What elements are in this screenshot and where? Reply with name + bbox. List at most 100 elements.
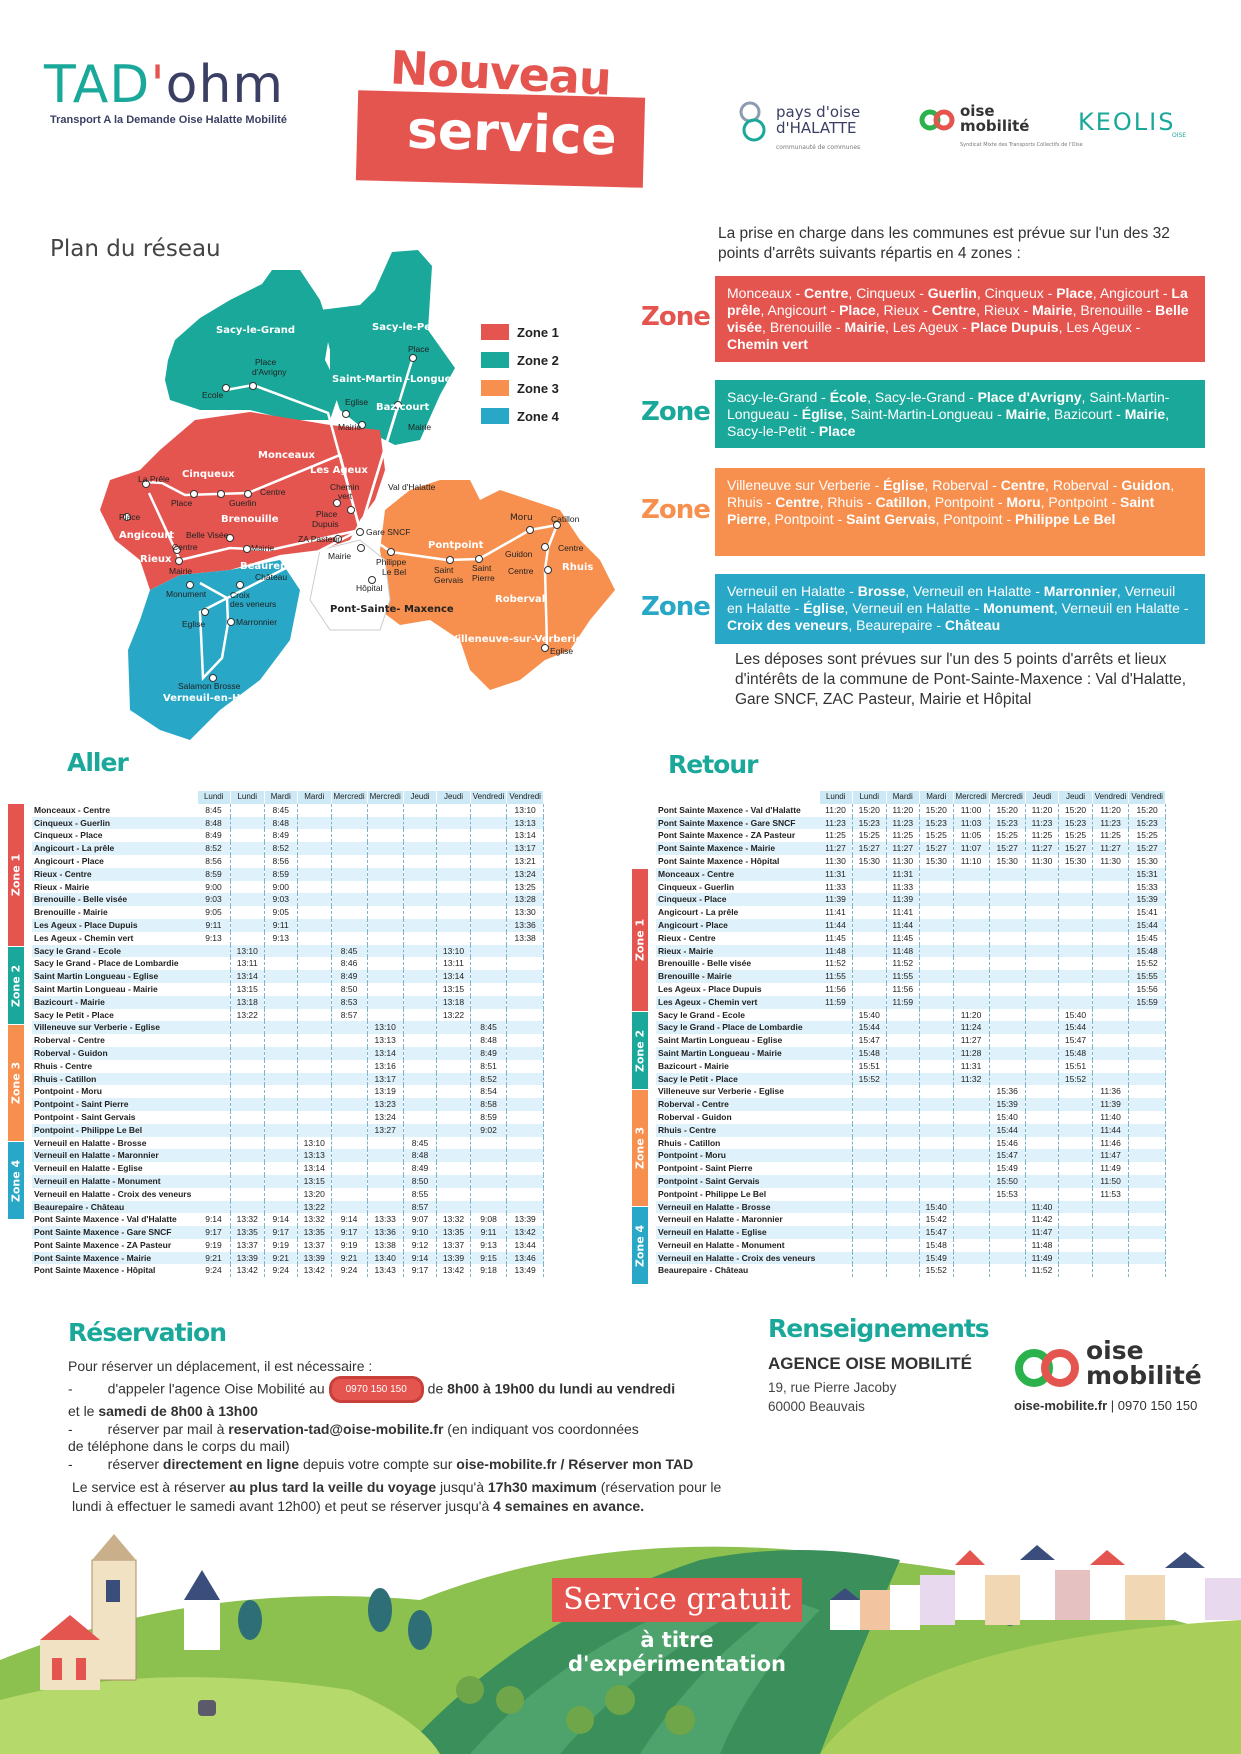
stop-name: Cinqueux - Place [34,830,103,841]
time-cell [1058,944,1093,958]
time-cell [953,995,990,1009]
table-row: Roberval - Guidon 15:40 11:40 [656,1110,1166,1124]
time-cell [1128,1008,1166,1022]
time-cell: 15:36 [989,1085,1026,1099]
time-cell [470,854,508,868]
svg-text:Philippe: Philippe [376,557,407,567]
stop-name: Rieux - Mairie [656,944,819,958]
stop-name: Les Ageux - Chemin vert [34,932,134,943]
time-cell: 8:50 [331,982,368,996]
time-cell: 11:20 [953,1008,990,1022]
time-cell [436,1098,471,1111]
time-cell [506,1034,544,1047]
table-row: Brenouille - Mairie 9:05 9:05 13:30 [32,906,544,919]
table-row: Bazicourt - Mairie 13:18 8:53 13:18 [32,995,544,1009]
time-cell [297,803,332,817]
service-gratuit-banner: Service gratuit [552,1578,802,1622]
svg-text:Catillon: Catillon [551,514,580,524]
time-cell: 11:52 [819,957,853,971]
time-cell [919,906,954,919]
time-cell [297,1008,332,1022]
time-cell: 13:14 [367,1046,404,1060]
time-cell [367,816,404,830]
time-cell [989,918,1026,932]
time-cell: 11:23 [886,816,920,830]
table-row: Verneuil en Halatte - Maronnier 15:42 11:4… [656,1213,1166,1227]
time-cell: 9:12 [403,1238,438,1252]
time-cell: 13:24 [367,1110,404,1124]
website-link[interactable]: oise-mobilite.fr [1014,1398,1108,1413]
stop-commune: Pontpoint [943,511,1003,527]
stop-point: Moru [1006,494,1041,510]
time-cell [264,944,298,958]
time-cell: 11:30 [1025,854,1060,868]
time-cell: 13:32 [436,1213,471,1227]
time-cell [1058,1251,1093,1265]
time-cell [297,906,332,919]
time-cell: 11:20 [819,803,853,817]
time-cell: 13:39 [230,1251,265,1265]
time-cell [819,1123,853,1137]
stop-commune: Sacy-le-Grand [874,389,966,405]
time-cell [470,829,508,843]
commune-label: Verneuil-en-Halatte [163,693,274,704]
time-cell [197,1072,231,1086]
time-cell: 13:42 [506,1226,544,1239]
time-cell [989,1059,1026,1073]
time-cell [1025,1021,1060,1035]
stop-point: Philippe Le Bel [1015,511,1116,527]
time-cell: 15:25 [919,829,954,843]
svg-text:vert: vert [338,491,353,501]
time-cell [470,906,508,919]
svg-text:Place: Place [255,357,277,367]
time-cell [403,842,438,855]
time-cell [919,1085,954,1099]
time-cell: 9:14 [264,1213,298,1227]
network-map: Sacy-le-Grand Sacy-le-Petit Saint-Martin… [100,250,615,740]
time-cell [953,1149,990,1163]
stop-name: Saint Martin Longueau - Mairie [656,1046,819,1060]
time-cell: 15:46 [989,1136,1026,1150]
stop-name: Pont Sainte Maxence - Gare SNCF [656,816,819,830]
stop-point: Place [839,302,876,318]
time-cell [1128,1034,1166,1047]
time-cell [264,1085,298,1099]
time-cell [264,957,298,971]
aller-timetable: Lundi Lundi Mardi Mardi Mercredi Mercredi Jeud… [32,791,544,1278]
time-cell: 15:48 [1058,1046,1093,1060]
stop-commune: Brenouille [1080,302,1143,318]
time-cell: 11:53 [1092,1187,1130,1201]
time-cell [953,1213,990,1227]
time-cell [403,931,438,945]
time-cell [1058,995,1093,1009]
pays-logo-icon [739,101,766,142]
time-cell [1128,1059,1166,1073]
time-cell: 13:37 [297,1238,332,1252]
time-cell [367,970,404,983]
time-cell: 11:27 [886,842,920,855]
time-cell [197,1008,231,1022]
time-cell [1025,982,1060,996]
time-cell [436,854,471,868]
table-row: Pontpoint - Moru 15:47 11:47 [656,1149,1166,1163]
table-row: Sacy le Petit - Place 15:52 11:32 15:52 [656,1072,1166,1086]
time-cell [230,1123,265,1137]
time-cell: 9:11 [264,918,298,932]
time-cell: 11:23 [1092,816,1130,830]
zone-band: Zone 4 [632,1207,648,1285]
table-row: Sacy le Grand - Ecole 15:40 11:20 15:40 [656,1008,1166,1022]
time-cell: 11:10 [953,854,990,868]
phone-badge[interactable]: 0970 150 150 [328,1375,424,1403]
reservation-title: Réservation [68,1318,227,1347]
time-cell [1025,893,1060,907]
time-cell: 13:13 [367,1034,404,1047]
reservation-email[interactable]: reservation-tad@oise-mobilite.fr [228,1420,444,1437]
time-cell [264,982,298,996]
reservation-link[interactable]: oise-mobilite.fr / Réserver mon TAD [456,1455,694,1472]
time-cell: 11:33 [819,880,853,894]
time-cell [1092,1213,1130,1227]
table-row: Cinqueux - Place 8:49 8:49 13:14 [32,829,544,843]
time-cell: 13:17 [367,1072,404,1086]
stop-name: Villeneuve sur Verberie - Eglise [658,1086,784,1097]
time-cell [403,918,438,932]
